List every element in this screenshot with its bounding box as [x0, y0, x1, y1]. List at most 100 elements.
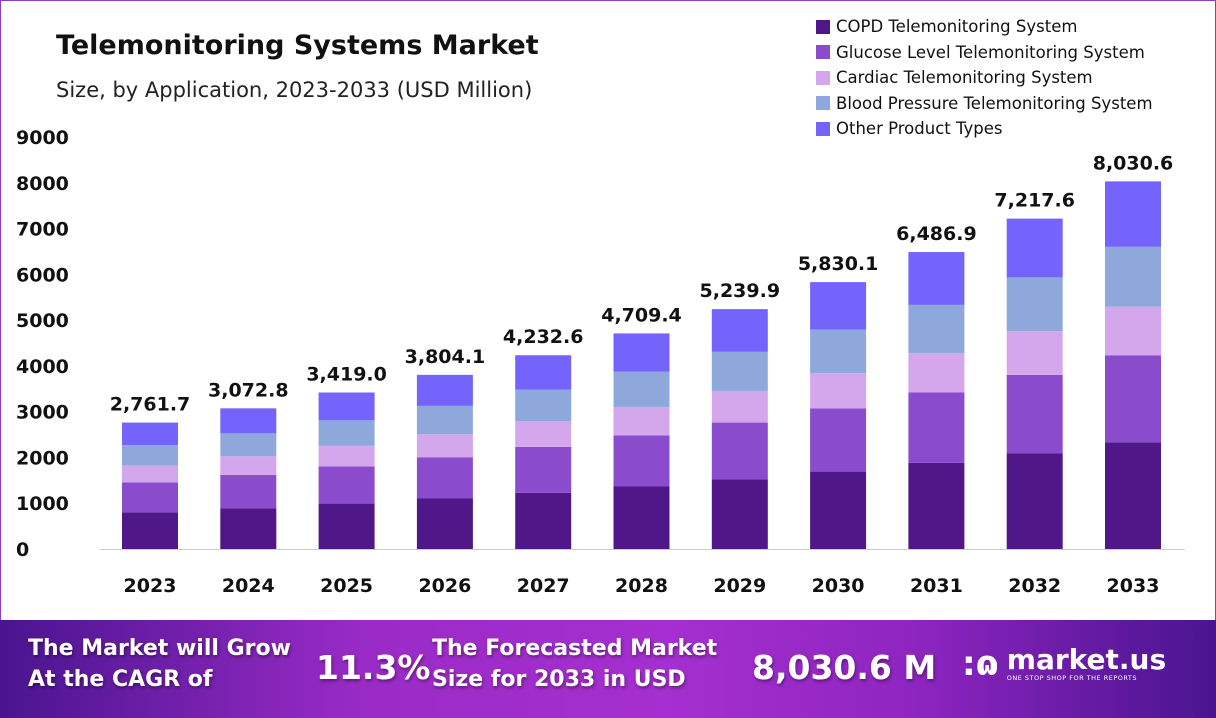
- y-tick-label: 7000: [16, 219, 69, 241]
- legend-item: Blood Pressure Telemonitoring System: [816, 91, 1153, 117]
- legend-swatch: [816, 121, 830, 136]
- bar-segment: [416, 457, 473, 499]
- legend-item: Cardiac Telemonitoring System: [816, 65, 1153, 91]
- bar-segment: [220, 408, 277, 434]
- brand-tagline: ONE STOP SHOP FOR THE REPORTS: [1006, 674, 1137, 682]
- x-tick-label: 2033: [1107, 575, 1160, 597]
- bar-segment: [1105, 246, 1161, 307]
- x-tick-label: 2026: [418, 575, 471, 597]
- bar-segment: [810, 282, 867, 330]
- cagr-label-line1: The Market will Grow: [28, 636, 291, 661]
- y-tick-label: 5000: [16, 310, 69, 332]
- bar-total-label: 6,486.9: [896, 223, 977, 245]
- bar-segment: [416, 434, 473, 458]
- bar-segment: [1105, 355, 1161, 443]
- x-tick-label: 2023: [124, 575, 177, 597]
- legend-label: Blood Pressure Telemonitoring System: [836, 93, 1153, 113]
- bar-segment: [416, 405, 473, 435]
- x-tick-label: 2028: [615, 575, 668, 597]
- legend-label: Other Product Types: [836, 119, 1003, 139]
- brand-logo-icon: :ɷ: [962, 644, 999, 684]
- bar-segment: [1006, 218, 1063, 278]
- bar-segment: [515, 355, 572, 390]
- bar-segment: [220, 508, 277, 549]
- bar-total-label: 4,232.6: [503, 326, 584, 348]
- x-tick-label: 2029: [713, 575, 766, 597]
- bar-segment: [711, 422, 768, 480]
- x-tick-label: 2032: [1008, 575, 1061, 597]
- bar-segment: [515, 421, 572, 447]
- bar-segment: [515, 492, 572, 549]
- bar-segment: [318, 420, 375, 446]
- legend-swatch: [816, 19, 830, 34]
- bar-segment: [711, 390, 768, 423]
- x-tick-label: 2030: [812, 575, 865, 597]
- bar-total-label: 3,804.1: [405, 346, 486, 368]
- footer-banner: The Market will Grow At the CAGR of 11.3…: [0, 620, 1216, 718]
- bar-total-label: 3,072.8: [208, 379, 289, 401]
- chart-title: Telemonitoring Systems Market: [56, 30, 539, 61]
- bar-segment: [908, 353, 965, 393]
- bar-segment: [613, 435, 670, 487]
- bar-segment: [122, 422, 178, 446]
- legend-label: Glucose Level Telemonitoring System: [836, 42, 1145, 62]
- bar-segment: [613, 486, 670, 549]
- bar-segment: [220, 433, 277, 457]
- bar-segment: [515, 389, 572, 422]
- chart-subtitle: Size, by Application, 2023-2033 (USD Mil…: [56, 78, 533, 102]
- brand-logo: :ɷ market.us ONE STOP SHOP FOR THE REPOR…: [962, 644, 1166, 684]
- bar-segment: [711, 309, 768, 352]
- cagr-value: 11.3%: [316, 648, 431, 687]
- y-tick-label: 8000: [16, 173, 69, 195]
- y-tick-label: 6000: [16, 264, 69, 286]
- bar-segment: [1105, 181, 1161, 247]
- bar-segment: [908, 304, 965, 354]
- bar-total-label: 7,217.6: [994, 190, 1075, 212]
- forecast-value: 8,030.6 M: [752, 648, 937, 687]
- legend-swatch: [816, 96, 830, 111]
- bar-segment: [416, 498, 473, 549]
- bar-total-label: 5,830.1: [798, 253, 879, 275]
- bar-segment: [1105, 306, 1161, 356]
- bar-segment: [318, 466, 375, 504]
- legend-item: Glucose Level Telemonitoring System: [816, 40, 1153, 66]
- bar-total-label: 2,761.7: [110, 394, 191, 416]
- legend-item: Other Product Types: [816, 116, 1153, 142]
- bar-segment: [613, 406, 670, 436]
- bar-segment: [318, 392, 375, 421]
- bar-segment: [1006, 331, 1063, 375]
- bar-segment: [515, 446, 572, 493]
- forecast-label-line1: The Forecasted Market: [432, 636, 718, 661]
- stacked-bar-chart: 0 1000 2000 3000 4000 5000 6000 7000 8000 9000 2,7…: [16, 127, 1185, 597]
- bar-segment: [810, 408, 867, 472]
- bar-segment: [908, 392, 965, 463]
- legend-label: COPD Telemonitoring System: [836, 17, 1078, 37]
- forecast-label-line2: Size for 2033 in USD: [432, 667, 686, 692]
- bar-segment: [1006, 453, 1063, 549]
- y-tick-label: 3000: [16, 402, 69, 424]
- bar-segment: [810, 471, 867, 549]
- x-tick-label: 2024: [222, 575, 275, 597]
- y-tick-label: 2000: [16, 447, 69, 469]
- y-tick-label: 9000: [16, 127, 69, 149]
- forecast-label: The Forecasted Market Size for 2033 in U…: [432, 633, 717, 695]
- bar-segment: [711, 479, 768, 549]
- bar-total-label: 5,239.9: [700, 280, 781, 302]
- brand-name: market.us: [1006, 643, 1167, 676]
- bar-segment: [613, 371, 670, 407]
- bar-segment: [122, 512, 178, 549]
- legend: COPD Telemonitoring System Glucose Level …: [816, 14, 1153, 142]
- legend-label: Cardiac Telemonitoring System: [836, 68, 1093, 88]
- bar-segment: [1006, 277, 1063, 332]
- bar-total-label: 8,030.6: [1093, 152, 1174, 174]
- bar-segment: [908, 252, 965, 305]
- bar-segment: [318, 445, 375, 467]
- legend-swatch: [816, 45, 830, 60]
- y-tick-label: 1000: [16, 493, 69, 515]
- bar-segment: [122, 465, 178, 483]
- bar-segment: [122, 482, 178, 513]
- bar-segment: [1006, 374, 1063, 454]
- bar-segment: [810, 329, 867, 374]
- x-tick-label: 2031: [910, 575, 963, 597]
- x-tick-label: 2025: [320, 575, 373, 597]
